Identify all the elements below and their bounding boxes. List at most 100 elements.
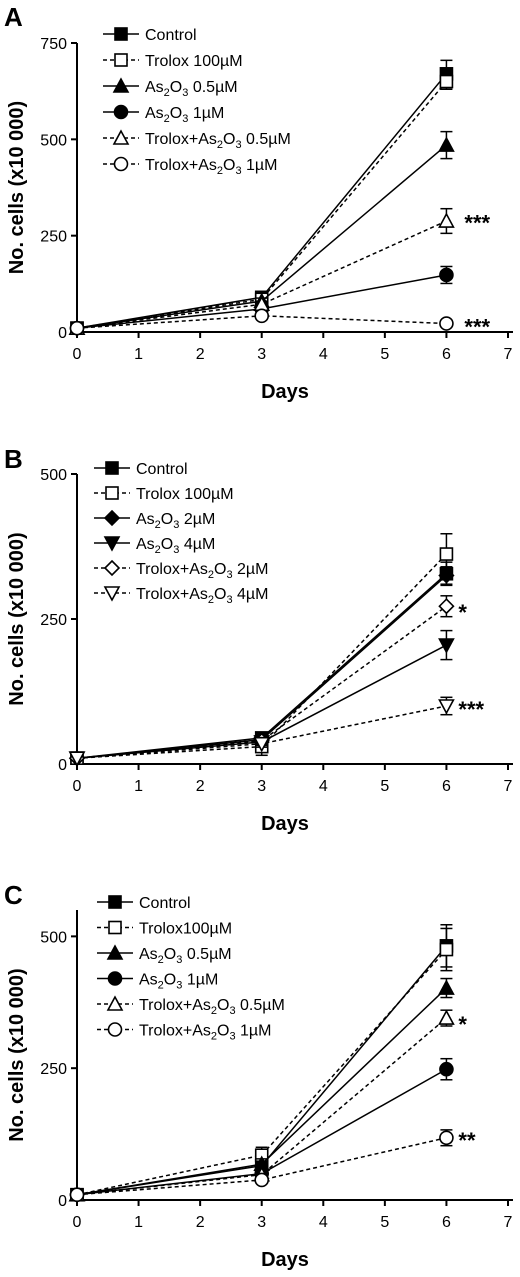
x-tick-label: 7 [504, 346, 513, 363]
legend-marker [103, 559, 121, 577]
x-axis-title: Days [261, 813, 309, 835]
x-tick-label: 4 [319, 346, 328, 363]
x-tick-label: 6 [442, 346, 451, 363]
legend-label: Trolox 100µM [145, 53, 243, 70]
data-point [69, 1187, 85, 1203]
legend: Control Trolox100µM As2O3 0.5µM As2O3 1µM Tr… [97, 895, 285, 1043]
legend-marker [103, 509, 121, 527]
legend-label: As2O3 2µM [136, 511, 215, 531]
data-point [68, 751, 86, 767]
data-point [438, 598, 455, 615]
series [68, 696, 455, 767]
series-line [76, 553, 447, 759]
x-tick-label: 0 [73, 346, 82, 363]
legend-marker [114, 27, 128, 41]
significance-label: *** [464, 314, 490, 339]
x-tick-label: 1 [134, 1214, 143, 1231]
x-tick-label: 6 [442, 1214, 451, 1231]
data-point [438, 699, 455, 715]
data-point [439, 267, 454, 283]
y-tick-label: 250 [40, 1061, 67, 1078]
legend-label: Trolox+As2O3 1µM [145, 157, 277, 177]
legend-label: Trolox+As2O3 2µM [136, 561, 268, 581]
data-point [438, 567, 455, 584]
y-tick-label: 750 [40, 36, 67, 53]
legend-marker [108, 920, 122, 935]
legend-marker [112, 77, 130, 93]
x-tick-label: 6 [442, 778, 451, 795]
legend-marker [105, 486, 119, 500]
legend-label: As2O3 0.5µM [145, 79, 238, 99]
legend-label: Trolox+As2O3 0.5µM [139, 997, 285, 1017]
y-tick-label: 500 [40, 467, 67, 484]
legend-marker [105, 461, 119, 475]
data-point [439, 1130, 454, 1146]
x-tick-label: 7 [504, 1214, 513, 1231]
data-point [438, 1009, 455, 1025]
data-point [439, 316, 454, 331]
legend: Control Trolox 100µM As2O3 2µM As2O3 4µM Tro… [94, 461, 268, 606]
y-axis-title: No. cells (x10 000) [6, 968, 28, 1141]
x-tick-label: 0 [73, 1214, 82, 1231]
significance-label: *** [464, 210, 490, 235]
legend-marker [107, 1022, 123, 1037]
panel-letter: B [4, 444, 23, 474]
legend-label: Control [136, 461, 188, 478]
legend-marker [112, 129, 130, 145]
legend-label: Trolox+As2O3 0.5µM [145, 131, 291, 151]
chart-panel-A: A 0 1 2 3 4 5 6 7 0 250 500 750 Days No. cells (x10 00… [4, 2, 513, 403]
x-tick-label: 7 [504, 778, 513, 795]
legend-marker [106, 995, 124, 1011]
x-axis-title: Days [261, 381, 309, 403]
y-tick-label: 0 [58, 325, 67, 342]
x-tick-label: 1 [134, 346, 143, 363]
legend-label: Trolox+As2O3 1µM [139, 1023, 271, 1043]
legend-marker [103, 536, 121, 552]
data-point [438, 638, 455, 654]
x-tick-label: 4 [319, 1214, 328, 1231]
legend-label: Control [145, 27, 197, 44]
x-tick-label: 3 [257, 1214, 266, 1231]
data-point [69, 320, 85, 336]
data-point [253, 736, 271, 753]
legend-label: As2O3 1µM [139, 972, 218, 992]
data-point [439, 1061, 454, 1077]
series-line [76, 949, 447, 1196]
data-point [439, 74, 454, 89]
y-axis-title: No. cells (x10 000) [6, 101, 28, 274]
y-tick-label: 250 [40, 229, 67, 246]
legend: Control Trolox 100µM As2O3 0.5µM As2O3 1µM T… [103, 27, 291, 177]
x-tick-label: 4 [319, 778, 328, 795]
legend-label: As2O3 0.5µM [139, 946, 232, 966]
legend-marker [113, 104, 129, 120]
y-axis-title: No. cells (x10 000) [6, 532, 28, 705]
chart-panel-C: C 0 1 2 3 4 5 6 7 0 250 500 Days No. cells (x10 000) *… [4, 880, 513, 1271]
y-tick-label: 500 [40, 132, 67, 149]
legend-label: As2O3 4µM [136, 536, 215, 556]
x-tick-label: 1 [134, 778, 143, 795]
legend-label: Control [139, 895, 191, 912]
y-tick-label: 0 [58, 1193, 67, 1210]
significance-label: * [458, 600, 467, 625]
x-tick-label: 3 [257, 778, 266, 795]
legend-marker [113, 156, 129, 172]
x-tick-label: 2 [196, 1214, 205, 1231]
significance-label: *** [458, 697, 484, 722]
legend-marker [106, 944, 124, 960]
significance-label: * [458, 1012, 467, 1037]
x-tick-label: 3 [257, 346, 266, 363]
legend-marker [103, 586, 121, 602]
legend-label: Trolox 100µM [136, 486, 234, 503]
x-tick-label: 2 [196, 346, 205, 363]
y-tick-label: 250 [40, 612, 67, 629]
data-point [438, 136, 455, 152]
legend-label: Trolox+As2O3 4µM [136, 586, 268, 606]
panel-letter: A [4, 2, 23, 32]
legend-marker [107, 971, 123, 986]
data-point [438, 979, 455, 995]
panel-letter: C [4, 880, 23, 910]
x-axis-title: Days [261, 1249, 309, 1271]
chart-panel-B: B 0 1 2 3 4 5 6 7 0 250 500 Days No. cells (x10 000) *… [4, 444, 513, 835]
series [69, 1129, 454, 1203]
data-point [254, 1172, 270, 1188]
